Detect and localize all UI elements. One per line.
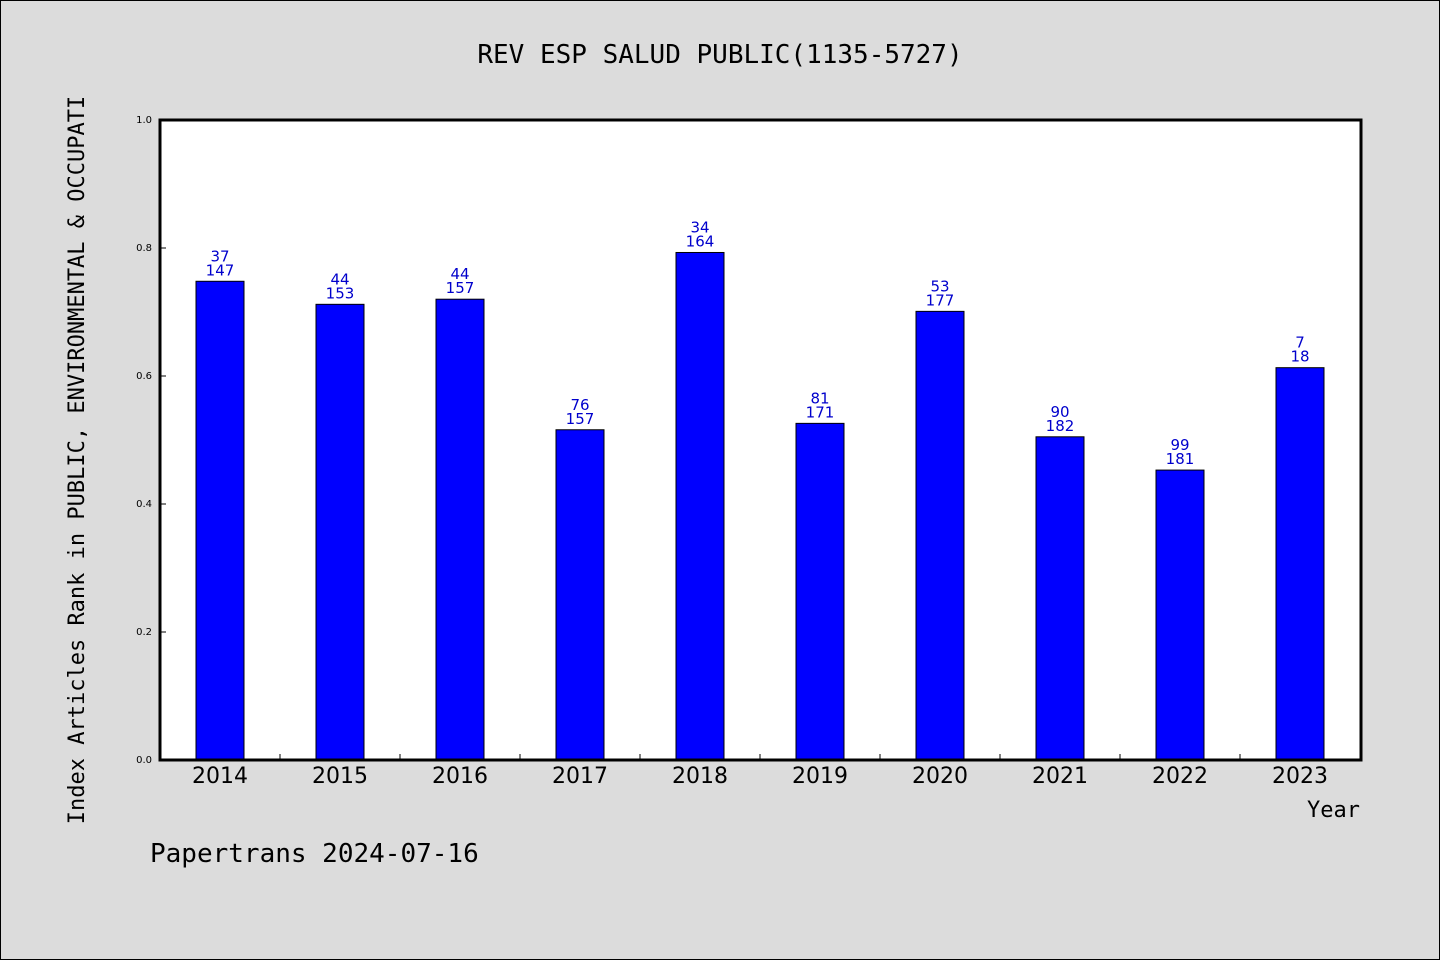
bar-label-bottom: 171 — [806, 403, 835, 421]
bar-2022 — [1155, 469, 1205, 761]
bar-label-bottom: 153 — [326, 284, 355, 302]
x-tick-label: 2019 — [792, 764, 848, 789]
x-tick-label: 2016 — [432, 764, 488, 789]
x-tick-label: 2015 — [312, 764, 368, 789]
bar-label-bottom: 182 — [1046, 417, 1075, 435]
bar-label-bottom: 18 — [1290, 348, 1309, 366]
bar-label-top: 37 — [210, 247, 229, 265]
bar-label-top: 7 — [1295, 334, 1305, 352]
bar-2020 — [915, 310, 965, 761]
bars-layer: 3714744153441577615734164811715317790182… — [195, 218, 1325, 761]
bar-2017 — [555, 429, 605, 761]
bar-2023 — [1275, 367, 1325, 761]
bar-label-top: 90 — [1050, 403, 1069, 421]
bar-2016 — [435, 298, 485, 761]
x-tick-label: 2017 — [552, 764, 608, 789]
bar-2019 — [795, 422, 845, 761]
bar-label-top: 99 — [1170, 436, 1189, 454]
plot-frame — [158, 118, 1363, 762]
bar-2015 — [315, 303, 365, 761]
bar-label-bottom: 157 — [566, 410, 595, 428]
bar-label-top: 44 — [330, 270, 349, 288]
bar-label-top: 53 — [930, 277, 949, 295]
y-tick-label: 0.4 — [136, 499, 152, 510]
x-tick-label: 2020 — [912, 764, 968, 789]
bar-label-top: 76 — [570, 396, 589, 414]
bar-label-bottom: 157 — [446, 279, 475, 297]
y-tick-label: 0.8 — [136, 243, 152, 254]
x-tick-label: 2022 — [1152, 764, 1208, 789]
ticks-layer: 0.0 0.2 0.4 0.6 0.8 1.0 2014 2015 2016 2017 2018 20… — [136, 115, 1328, 789]
bar-label-bottom: 147 — [206, 261, 235, 279]
y-tick-label: 1.0 — [136, 115, 152, 126]
bar-label-top: 81 — [810, 389, 829, 407]
chart-title: REV ESP SALUD PUBLIC(1135-5727) — [477, 40, 962, 70]
bar-2014 — [195, 280, 245, 761]
bar-label-bottom: 164 — [686, 232, 715, 250]
x-tick-label: 2018 — [672, 764, 728, 789]
bar-label-bottom: 177 — [926, 291, 955, 309]
x-tick-label: 2021 — [1032, 764, 1088, 789]
bar-2018 — [675, 251, 725, 761]
bar-label-top: 34 — [690, 218, 709, 236]
y-tick-label: 0.0 — [136, 755, 152, 766]
x-axis-label: Year — [1307, 798, 1360, 823]
x-tick-label: 2023 — [1272, 764, 1328, 789]
bar-label-top: 44 — [450, 265, 469, 283]
bar-2021 — [1035, 436, 1085, 761]
x-tick-label: 2014 — [192, 764, 248, 789]
y-axis-label: Index Articles Rank in PUBLIC, ENVIRONME… — [65, 96, 90, 824]
bar-label-bottom: 181 — [1166, 450, 1195, 468]
footer-stamp: Papertrans 2024-07-16 — [150, 839, 479, 869]
y-tick-label: 0.2 — [136, 627, 152, 638]
y-tick-label: 0.6 — [136, 371, 152, 382]
